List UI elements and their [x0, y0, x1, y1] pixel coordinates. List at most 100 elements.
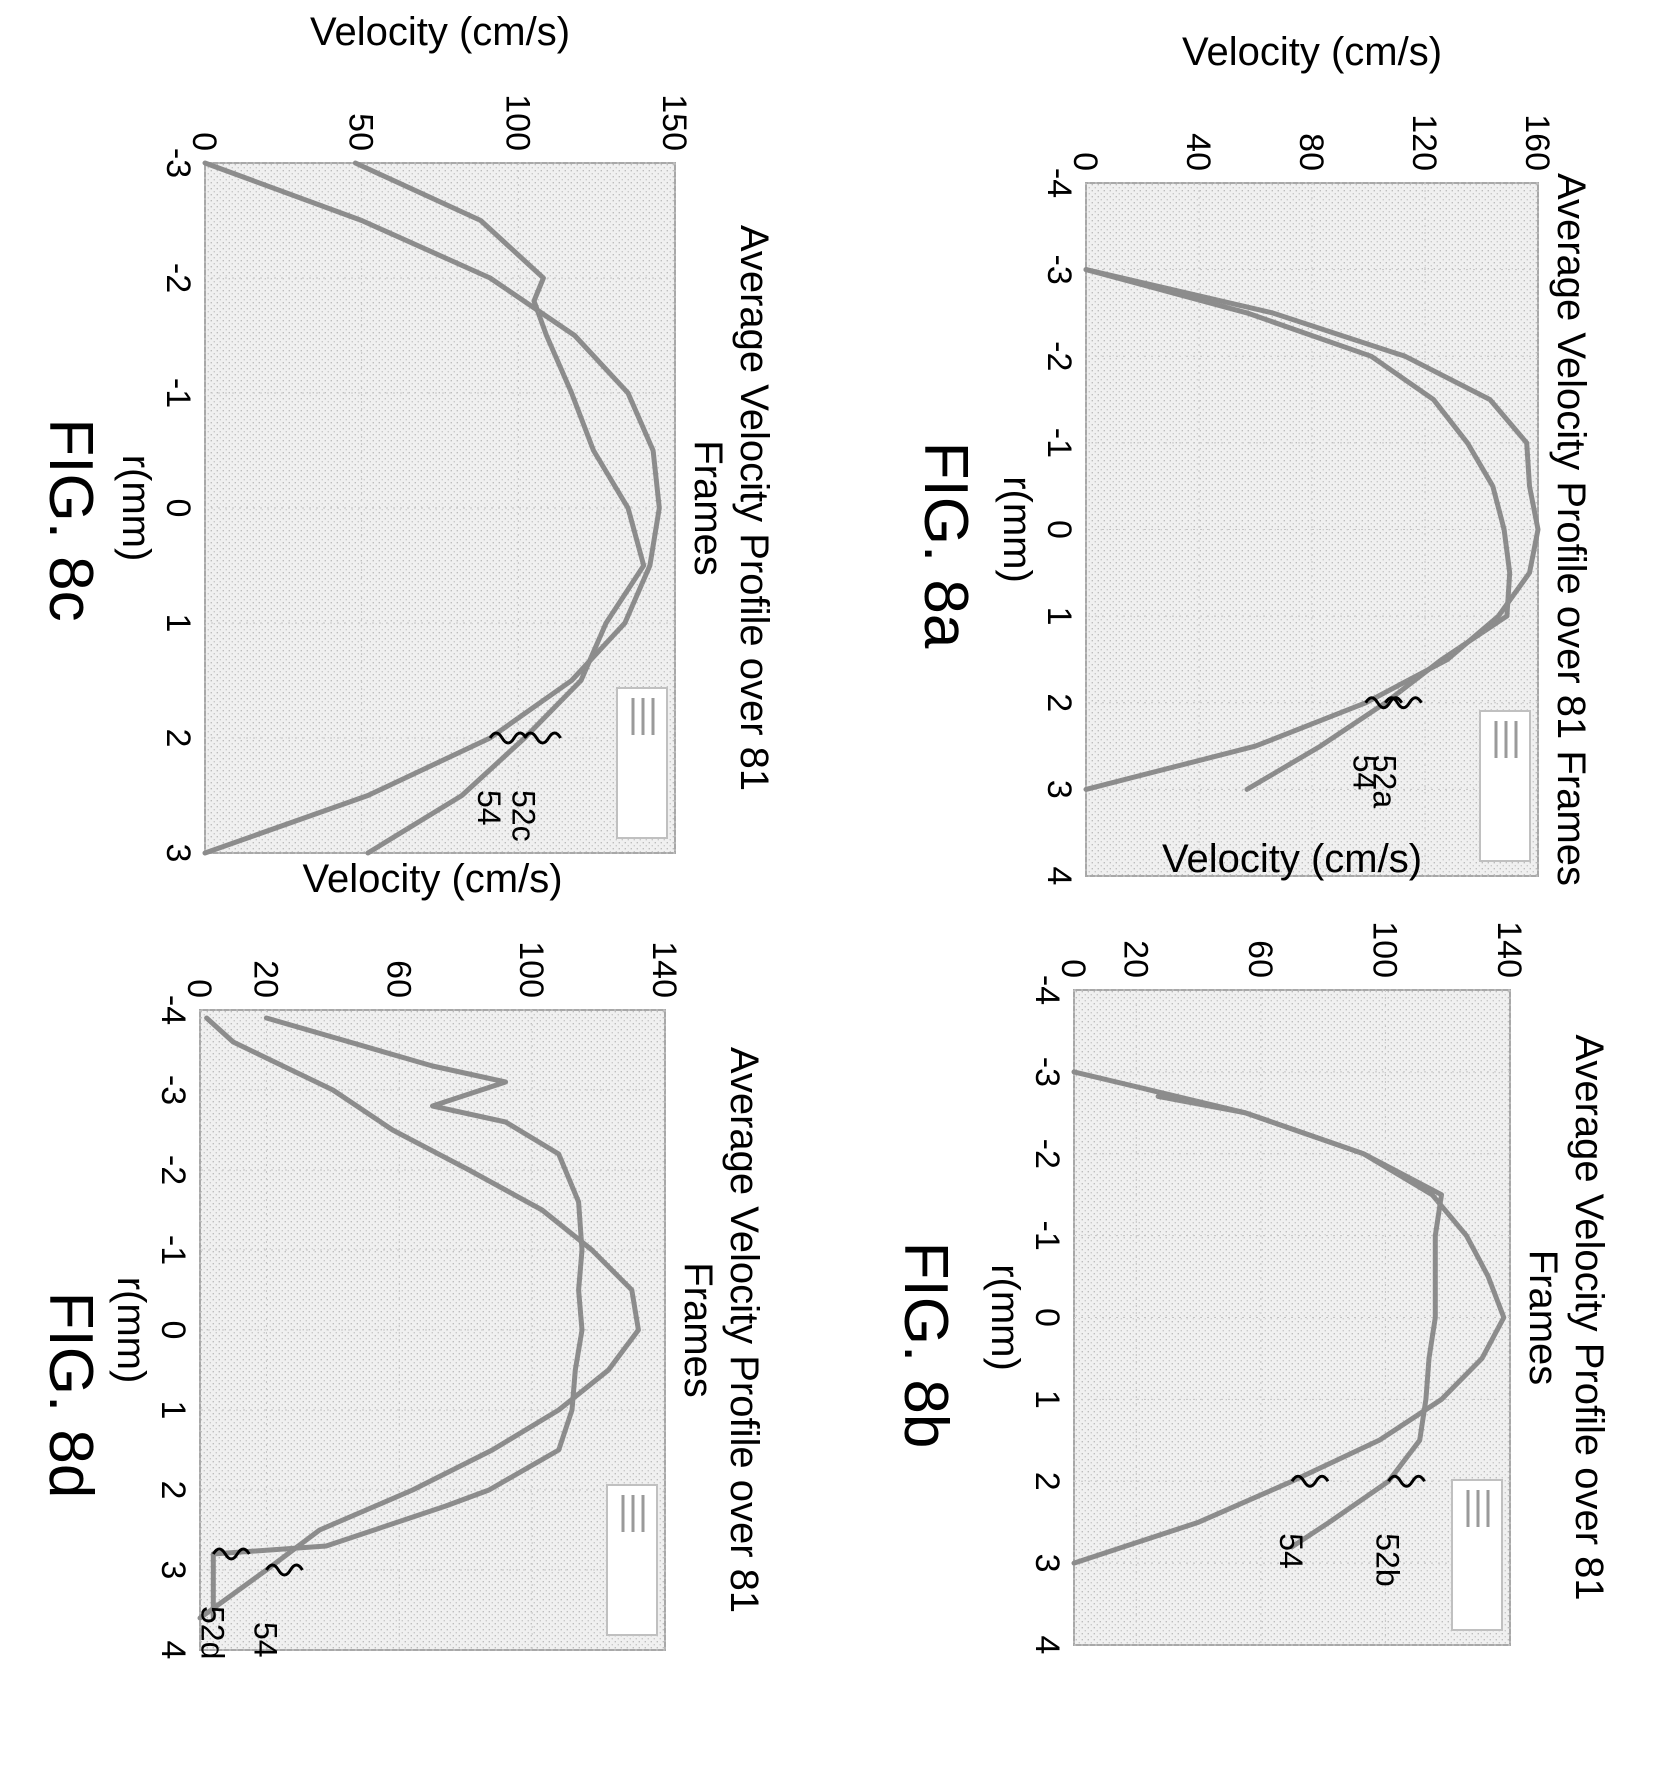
figure-label: FIG. 8b [891, 1242, 960, 1449]
x-tick-label: 1 [1040, 607, 1078, 626]
x-tick-label: -2 [159, 263, 197, 293]
y-tick-label: 0 [185, 132, 223, 151]
x-tick-label: -4 [154, 995, 192, 1025]
x-tick-label: 2 [1028, 1472, 1066, 1491]
y-axis-label: Velocity (cm/s) [1162, 837, 1422, 881]
leader-line [1364, 696, 1403, 710]
x-tick-label: 3 [159, 844, 197, 863]
chart-panel-8b: -4 -3 -2 -1 0 1 2 3 4 0 20 60 100 140 r(mm) Velocity (c… [983, 837, 1611, 1654]
gridlines [204, 162, 676, 854]
gridlines [199, 1009, 666, 1651]
y-tick-label: 0 [1054, 959, 1092, 978]
ref-label-52d: 52d [194, 1606, 230, 1659]
x-tick-label: -1 [1040, 428, 1078, 458]
figure-label: FIG. 8c [36, 418, 105, 621]
x-tick-label: 0 [1028, 1308, 1066, 1327]
y-tick-label: 160 [1518, 114, 1556, 171]
legend-box [616, 687, 668, 839]
x-tick-label: -2 [154, 1155, 192, 1185]
leader-line [1387, 1474, 1426, 1488]
x-tick-label: 1 [1028, 1390, 1066, 1409]
chart-title: Average Velocity Profile over 81 [722, 1047, 766, 1613]
x-tick-label: 2 [159, 729, 197, 748]
leader-line [211, 1547, 251, 1561]
x-tick-label: 0 [154, 1321, 192, 1340]
y-tick-label: 140 [645, 941, 683, 998]
y-tick-label: 60 [379, 960, 417, 998]
series-line-52c [352, 160, 647, 856]
x-tick-label: -2 [1040, 341, 1078, 371]
x-axis-label: r(mm) [983, 1264, 1027, 1371]
y-tick-label: 20 [246, 960, 284, 998]
ref-label-54: 54 [471, 790, 507, 826]
leader-line [1384, 696, 1423, 710]
y-tick-label: 0 [180, 979, 218, 998]
series-line-52b [1155, 1093, 1444, 1550]
chart-panel-8c: -3 -2 -1 0 1 2 3 0 50 100 150 r(mm) Velocity (cm/s) A… [114, 10, 776, 862]
leader-line [488, 731, 528, 745]
x-tick-label: -4 [1028, 975, 1066, 1005]
x-tick-label: 4 [154, 1641, 192, 1660]
series-line-54 [197, 1015, 641, 1621]
legend-box [606, 1484, 658, 1636]
y-axis-label: Velocity (cm/s) [302, 857, 562, 901]
ref-label-52a: 52a [1366, 755, 1402, 809]
y-tick-label: 60 [1241, 940, 1279, 978]
ref-label-52c: 52c [506, 790, 542, 842]
x-axis-label: r(mm) [995, 476, 1039, 583]
series-line-54 [202, 160, 662, 856]
figure-label: FIG. 8a [911, 442, 980, 649]
y-tick-label: 100 [1365, 921, 1403, 978]
x-tick-label: 1 [154, 1401, 192, 1420]
y-tick-label: 50 [342, 113, 380, 151]
x-tick-label: 2 [1040, 693, 1078, 712]
leader-line [523, 731, 562, 745]
series-line-54 [1083, 267, 1541, 792]
series-line-52d [210, 1015, 585, 1621]
y-tick-label: 20 [1116, 940, 1154, 978]
x-tick-label: 3 [1028, 1554, 1066, 1573]
leader-line [265, 1563, 304, 1577]
x-tick-label: -1 [154, 1235, 192, 1265]
y-tick-label: 120 [1405, 114, 1443, 171]
chart-title: Average Velocity Profile over 81 [1567, 1034, 1611, 1600]
chart-title: Frames [676, 1262, 720, 1398]
ref-label-54: 54 [247, 1622, 283, 1658]
chart-title: Frames [1521, 1250, 1565, 1386]
y-tick-label: 100 [498, 94, 536, 151]
chart-panel-8d: -4 -3 -2 -1 0 1 2 3 4 0 20 60 100 140 r(mm) Velocity (c… [109, 857, 766, 1659]
x-tick-label: 1 [159, 614, 197, 633]
legend-box [1479, 710, 1531, 862]
ref-label-54: 54 [1347, 755, 1383, 791]
y-axis-label: Velocity (cm/s) [1182, 30, 1442, 74]
y-tick-label: 0 [1066, 152, 1104, 171]
x-tick-label: -3 [159, 148, 197, 178]
chart-title: Average Velocity Profile over 81 Frames [1549, 173, 1593, 886]
x-tick-label: 0 [159, 499, 197, 518]
y-tick-label: 40 [1179, 133, 1217, 171]
gridlines [1085, 182, 1539, 877]
y-tick-label: 100 [512, 941, 550, 998]
x-tick-label: -1 [159, 378, 197, 408]
x-tick-label: 0 [1040, 520, 1078, 539]
x-tick-label: 3 [154, 1561, 192, 1580]
figure-label: FIG. 8d [36, 1292, 105, 1499]
x-tick-label: 3 [1040, 780, 1078, 799]
leader-line [1290, 1474, 1330, 1488]
x-tick-label: -4 [1040, 168, 1078, 198]
x-tick-label: -2 [1028, 1139, 1066, 1169]
x-tick-label: 4 [1040, 867, 1078, 886]
y-tick-label: 140 [1490, 921, 1528, 978]
ref-label-54: 54 [1273, 1533, 1309, 1569]
x-tick-label: 4 [1028, 1636, 1066, 1655]
x-tick-label: -3 [1028, 1057, 1066, 1087]
x-axis-label: r(mm) [109, 1277, 153, 1384]
x-axis-label: r(mm) [114, 455, 158, 562]
y-axis-label: Velocity (cm/s) [310, 10, 570, 54]
x-tick-label: -3 [1040, 255, 1078, 285]
x-tick-label: 2 [154, 1481, 192, 1500]
x-tick-label: -3 [154, 1075, 192, 1105]
chart-title: Frames [686, 440, 730, 576]
legend-box [1451, 1479, 1503, 1631]
